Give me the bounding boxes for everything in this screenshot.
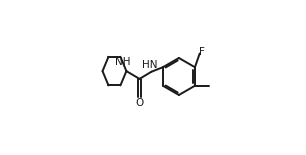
Text: HN: HN <box>142 60 158 70</box>
Text: O: O <box>135 98 144 108</box>
Text: F: F <box>199 47 204 57</box>
Text: NH: NH <box>115 57 131 67</box>
